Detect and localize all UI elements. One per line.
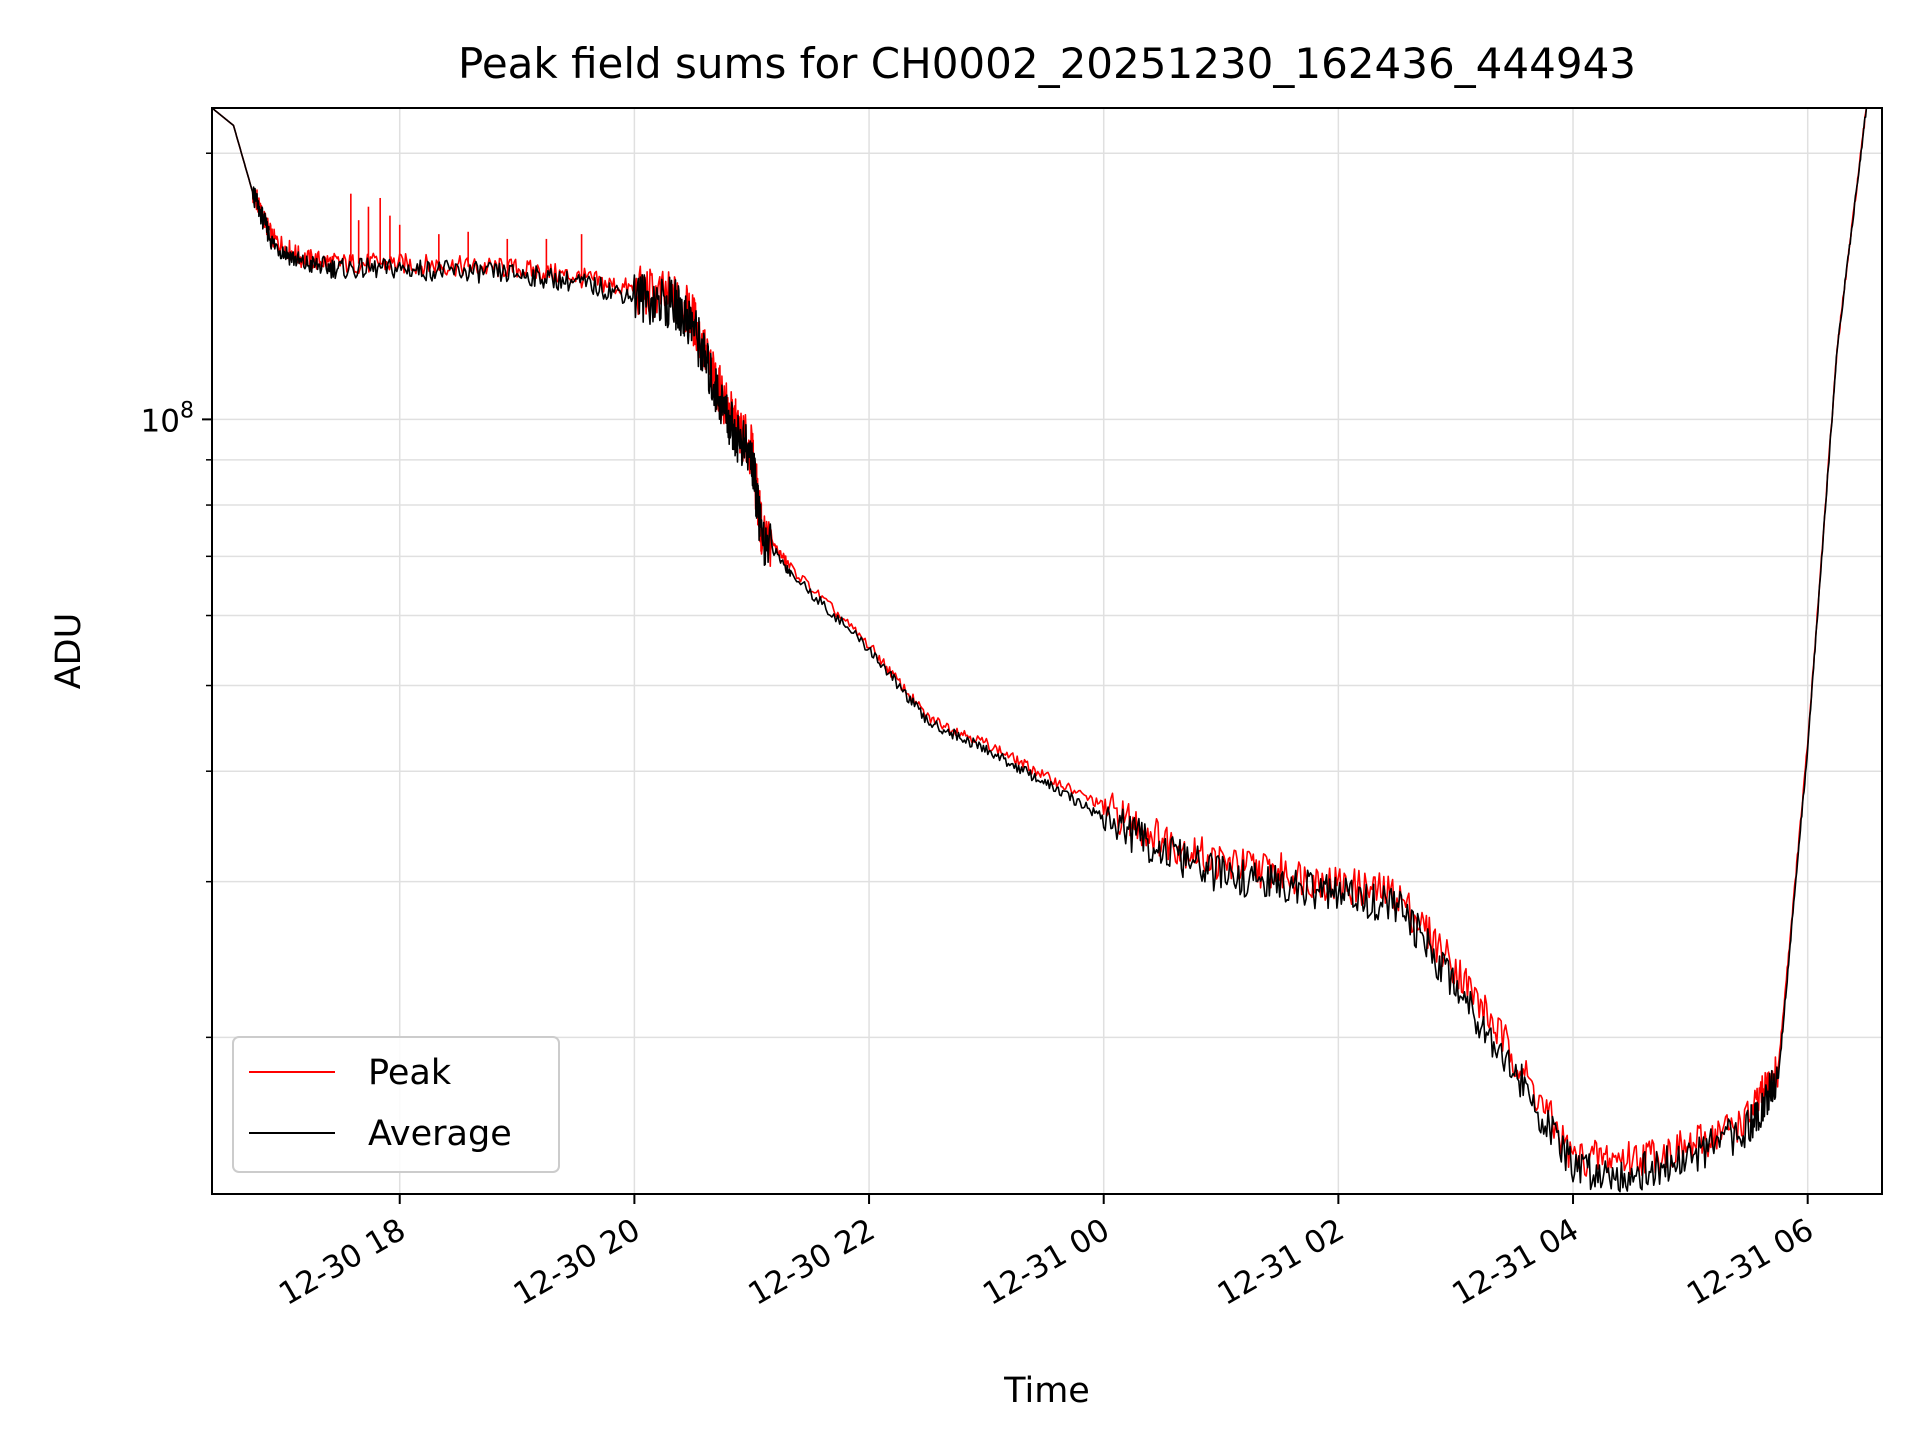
legend-label-peak: Peak: [368, 1053, 452, 1093]
chart-title: Peak field sums for CH0002_20251230_1624…: [458, 39, 1636, 88]
x-axis-label: Time: [1003, 1371, 1090, 1411]
legend-box: [232, 1036, 560, 1173]
y-axis: 108: [141, 152, 212, 1039]
series-line-average: [211, 107, 1868, 1193]
legend-label-average: Average: [368, 1114, 512, 1154]
legend: Peak Average: [232, 1036, 560, 1173]
y-axis-label: ADU: [49, 613, 89, 690]
series-line-peak: [211, 107, 1868, 1177]
plot-frame: [211, 107, 1883, 1195]
series-layer: [211, 107, 1868, 1193]
y-tick-label: 108: [141, 398, 194, 439]
grid: [212, 108, 1882, 1194]
